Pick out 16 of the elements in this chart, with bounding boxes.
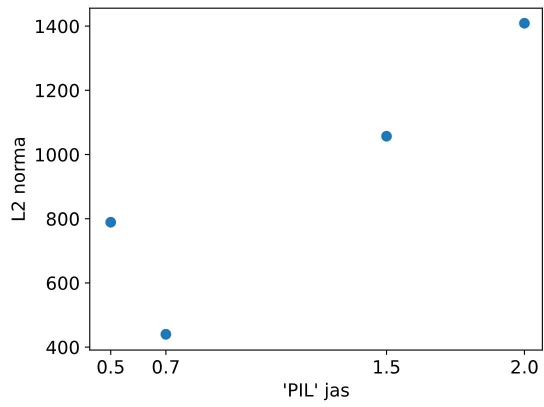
point xyxy=(160,328,172,340)
x-tick-label: 0.5 xyxy=(98,360,124,374)
x-axis-title: 'PIL' jas xyxy=(284,382,349,400)
point xyxy=(519,18,530,29)
point xyxy=(381,130,392,142)
y-tick-label: 1200 xyxy=(36,84,79,98)
x-tick-label: 2.0 xyxy=(511,360,538,374)
y-axis-title: L2 norma xyxy=(11,138,26,220)
y-tick-label: 1000 xyxy=(36,148,79,162)
y-tick-label: 1400 xyxy=(36,20,79,34)
y-tick-label: 600 xyxy=(46,276,79,290)
x-tick-label: 0.7 xyxy=(152,360,179,374)
x-tick-label: 1.5 xyxy=(374,360,400,374)
y-tick-label: 800 xyxy=(46,212,79,226)
point xyxy=(105,216,116,228)
y-tick-label: 400 xyxy=(46,340,79,354)
